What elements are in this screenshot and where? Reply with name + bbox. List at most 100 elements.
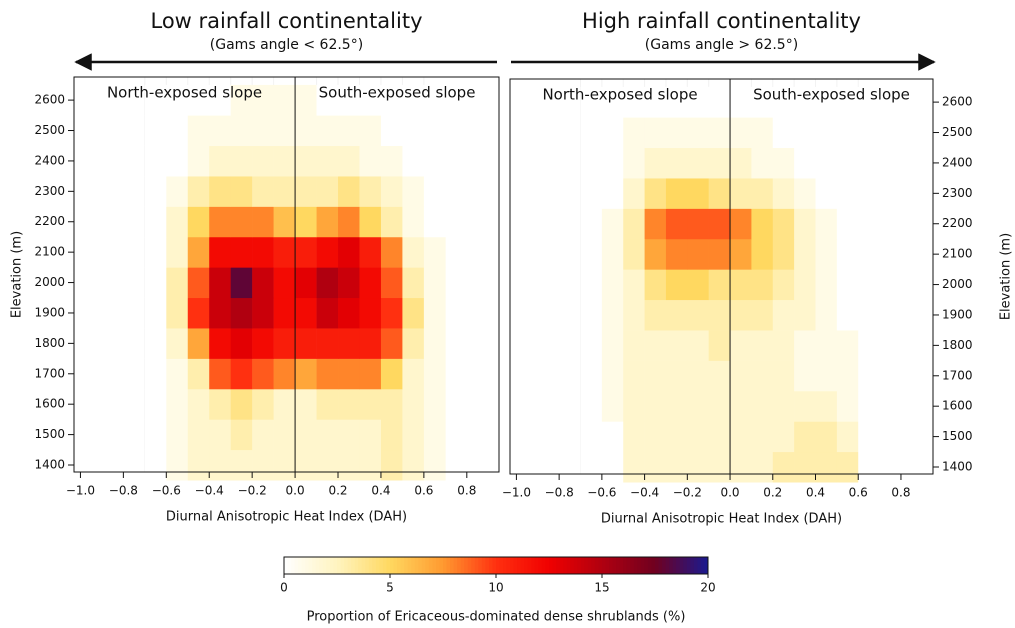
heat-cell	[644, 86, 667, 118]
heat-cell	[209, 297, 231, 329]
heat-cell	[144, 84, 167, 116]
heat-cell	[730, 86, 752, 118]
heat-cell	[402, 176, 425, 207]
heat-cell	[858, 360, 880, 392]
heat-cell	[772, 147, 795, 179]
heat-cell	[644, 147, 667, 179]
heat-cell	[601, 86, 624, 118]
heat-cell	[273, 267, 296, 299]
heat-cell	[359, 328, 382, 359]
heat-cell	[687, 451, 709, 483]
heat-cell	[338, 328, 360, 359]
colorbar-step	[382, 557, 387, 574]
heat-cell	[316, 236, 339, 268]
heat-cell	[665, 390, 688, 422]
heat-cell	[380, 328, 403, 359]
y-tick-label: 1700	[34, 366, 65, 380]
x-tick-label: 0.0	[286, 484, 305, 498]
y-tick-label: 1800	[942, 338, 973, 352]
heat-cell	[665, 299, 688, 331]
heat-cell	[687, 208, 709, 240]
heat-cell	[794, 330, 816, 361]
heat-cell	[187, 84, 210, 116]
heat-cell	[794, 451, 816, 483]
colorbar-step	[633, 557, 638, 574]
colorbar-step	[439, 557, 444, 574]
heat-cell	[187, 206, 210, 238]
heat-cell	[338, 419, 360, 451]
heat-cell	[423, 358, 446, 390]
heat-cell	[423, 419, 446, 451]
colorbar-step	[679, 557, 684, 574]
heat-cell	[144, 236, 167, 268]
heat-cell	[359, 236, 382, 268]
heat-cell	[273, 297, 296, 329]
heat-cell	[209, 176, 231, 207]
colorbar-step	[686, 557, 691, 574]
colorbar-step	[499, 557, 504, 574]
heat-cell	[230, 358, 253, 390]
heat-cell	[858, 238, 880, 270]
heat-cell	[687, 147, 709, 179]
heat-cell	[230, 419, 253, 451]
x-axis-label: Diurnal Anisotropic Heat Index (DAH)	[166, 510, 407, 525]
x-tick-label: −0.2	[238, 484, 267, 498]
heat-cell	[380, 145, 403, 177]
heat-cell	[230, 236, 253, 268]
heat-cell	[730, 269, 752, 301]
heat-cell	[580, 330, 603, 361]
heat-cell	[273, 84, 296, 116]
heat-cell	[423, 145, 446, 177]
heat-cell	[144, 145, 167, 177]
heat-cell	[836, 390, 859, 422]
heat-cell	[423, 236, 446, 268]
colorbar-step	[587, 557, 592, 574]
heat-cell	[580, 86, 603, 118]
heat-cell	[380, 419, 403, 451]
heat-cell	[751, 238, 774, 270]
colorbar-step	[432, 557, 437, 574]
colorbar-step	[414, 557, 419, 574]
heat-cell	[380, 176, 403, 207]
heat-cell	[273, 328, 296, 359]
heat-cell	[144, 297, 167, 329]
heat-cell	[295, 267, 317, 299]
heat-cell	[166, 328, 189, 359]
heat-cell	[273, 145, 296, 177]
colorbar-step	[577, 557, 582, 574]
colorbar-step	[609, 557, 614, 574]
heat-cell	[751, 86, 774, 118]
y-tick-label: 2100	[34, 245, 65, 259]
colorbar-step	[510, 557, 515, 574]
heat-cell	[708, 117, 731, 149]
heat-cell	[687, 86, 709, 118]
colorbar-step	[337, 557, 342, 574]
heat-cell	[423, 388, 446, 420]
heat-cell	[794, 208, 816, 240]
colorbar-step	[655, 557, 660, 574]
colorbar-tick-label: 0	[280, 581, 288, 595]
heat-cell	[836, 360, 859, 392]
heat-cell	[209, 358, 231, 390]
y-tick-label: 2400	[942, 155, 973, 169]
heat-cell	[187, 115, 210, 147]
heat-cell	[580, 147, 603, 179]
x-tick-label: −0.8	[545, 486, 574, 500]
heat-cell	[815, 117, 838, 149]
heat-cell	[580, 208, 603, 240]
heat-cell	[730, 330, 752, 361]
heat-cell	[209, 328, 231, 359]
colorbar-step	[308, 557, 313, 574]
heat-cell	[295, 358, 317, 390]
heat-cell	[580, 269, 603, 301]
heat-cell	[380, 449, 403, 481]
colorbar-step	[333, 557, 338, 574]
heat-cell	[730, 238, 752, 270]
heat-cell	[252, 388, 274, 420]
heat-cell	[708, 178, 731, 209]
heat-cell	[794, 390, 816, 422]
heat-cell	[166, 419, 189, 451]
colorbar-step	[358, 557, 363, 574]
heat-cell	[423, 267, 446, 299]
y-tick-label: 2500	[942, 125, 973, 139]
